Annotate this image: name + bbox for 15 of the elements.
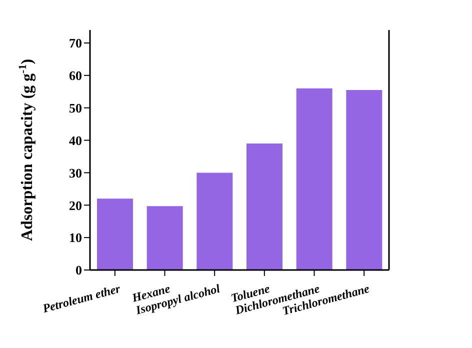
bar [146, 206, 183, 270]
y-tick-label: 70 [69, 36, 82, 51]
y-tick-label: 20 [69, 198, 82, 213]
y-tick-label: 40 [69, 132, 82, 148]
bar [97, 198, 133, 270]
bar [346, 90, 382, 270]
bar [246, 144, 282, 270]
y-tick-label: 10 [69, 230, 82, 246]
y-tick-label: 0 [76, 262, 82, 278]
bar [196, 172, 233, 270]
y-tick-label: 50 [69, 100, 82, 116]
y-tick-label: 30 [69, 165, 82, 180]
x-tick-label: Petroleum ether [41, 281, 122, 316]
y-tick-label: 60 [69, 68, 82, 84]
bar [296, 88, 332, 270]
